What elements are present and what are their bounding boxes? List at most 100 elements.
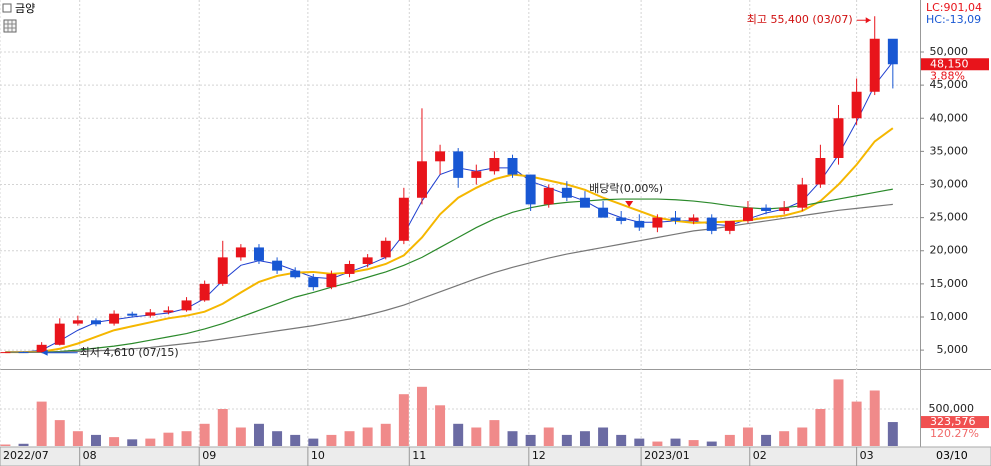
volume-bar [724,434,735,446]
candle-body [543,187,554,205]
y-tick-label: 30,000 [930,177,969,190]
volume-bar [416,386,427,446]
volume-change-label: 120.27% [930,427,979,440]
y-tick-label: 45,000 [930,78,969,91]
candle-body [54,323,65,345]
volume-bar [91,434,101,446]
volume-bar [616,434,627,446]
candle-body [380,240,391,258]
volume-bar [887,422,898,446]
y-tick-label: 50,000 [930,45,969,58]
candle-body [109,313,120,324]
candle-body [887,38,898,65]
volume-bar [217,409,228,446]
x-tick-label: 03 [860,449,874,462]
y-tick-label: 10,000 [930,310,969,323]
volume-bar [181,431,192,446]
volume-bar [797,427,808,446]
candle-body [670,217,681,221]
moving-average [5,203,893,353]
candle-body [235,247,246,258]
moving-average [5,188,893,353]
high-annotation: 최고 55,400 (03/07) [747,13,853,26]
volume-bar [688,440,699,446]
volume-box [921,416,989,429]
x-tick-label: 11 [412,449,426,462]
candle-body [761,207,772,211]
grid-icon[interactable] [3,19,17,33]
candle-body [435,151,446,162]
price-box [921,58,989,71]
candle-body [0,352,11,354]
candle-body [706,217,717,231]
low-annotation: 최저 4,610 (07/15) [80,346,179,359]
volume-bar [525,434,536,446]
volume-bar [272,431,283,446]
high-arrow-head [865,17,871,24]
candle-body [742,207,753,221]
candle-body [851,91,862,119]
volume-bar [344,431,355,446]
x-tick-label: 10 [311,449,325,462]
volume-bar [18,443,29,446]
volume-bar [290,434,301,446]
x-tick-label: 2022/07 [3,449,49,462]
x-tick-label: 08 [83,449,97,462]
volume-bar [398,394,409,446]
hc-label: HC:-13,09 [926,13,981,26]
volume-bar [453,423,464,446]
candle-body [36,344,47,353]
candle-body [724,220,735,231]
y-tick-label: 25,000 [930,211,969,224]
y-tick-label: 5,000 [937,343,969,356]
lc-label: LC:901,04 [926,1,982,14]
candle-body [127,313,138,316]
volume-bar [652,441,663,446]
y-tick-label: 20,000 [930,244,969,257]
candle-body [579,197,590,208]
candle-body [416,161,427,198]
candle-body [362,257,373,264]
volume-bar [163,432,174,446]
candle-body [217,257,228,284]
checkbox[interactable] [2,3,12,13]
volume-bar [308,438,319,446]
candle-body [797,184,808,208]
volume-bar [109,437,120,446]
volume-bar [471,427,482,446]
change-label: 3.88% [930,69,965,82]
dividend-marker [625,200,634,207]
candle-body [634,220,645,228]
candle-body [561,187,572,198]
y-tick-label: 500,000 [929,402,975,415]
volume-bar [72,431,83,446]
volume-bar [199,423,210,446]
x-tick-label: 12 [532,449,546,462]
volume-bar [145,438,156,446]
volume-bar [869,390,880,446]
candle-body [616,217,627,221]
end-date: 03/10 [936,449,968,462]
candle-body [181,300,192,311]
candle-body [507,157,518,175]
volume-bar [706,441,717,446]
low-arrow-head [41,349,48,356]
candle-body [272,260,283,271]
candle-body [72,320,83,324]
volume-bar [761,434,772,446]
volume-bar [543,427,554,446]
y-tick-label: 15,000 [930,277,969,290]
candle-body [344,263,355,274]
candle-body [815,157,826,185]
candle-body [91,320,101,325]
volume-bar [815,409,826,446]
volume-bar [598,427,609,446]
price-label: 48,150 [930,57,969,70]
volume-bar [670,438,681,446]
y-tick-label: 35,000 [930,144,969,157]
volume-bar [127,439,138,446]
volume-bar [833,379,844,446]
volume-bar [561,434,572,446]
